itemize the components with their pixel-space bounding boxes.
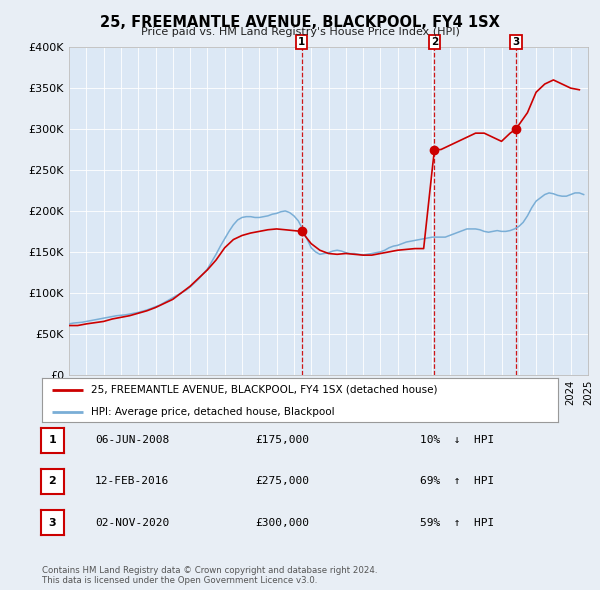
Text: 25, FREEMANTLE AVENUE, BLACKPOOL, FY4 1SX: 25, FREEMANTLE AVENUE, BLACKPOOL, FY4 1S… [100, 15, 500, 30]
Text: 3: 3 [512, 37, 520, 47]
Text: 2: 2 [49, 477, 56, 486]
Text: £175,000: £175,000 [255, 435, 309, 445]
Text: 1: 1 [49, 435, 56, 445]
Text: 2: 2 [431, 37, 438, 47]
Text: 3: 3 [49, 518, 56, 527]
Text: £300,000: £300,000 [255, 518, 309, 527]
Text: 59%  ↑  HPI: 59% ↑ HPI [420, 518, 494, 527]
Text: 06-JUN-2008: 06-JUN-2008 [95, 435, 169, 445]
Text: 1: 1 [298, 37, 305, 47]
Text: 12-FEB-2016: 12-FEB-2016 [95, 477, 169, 486]
Text: £275,000: £275,000 [255, 477, 309, 486]
Text: HPI: Average price, detached house, Blackpool: HPI: Average price, detached house, Blac… [91, 407, 335, 417]
Text: Price paid vs. HM Land Registry's House Price Index (HPI): Price paid vs. HM Land Registry's House … [140, 27, 460, 37]
Text: 02-NOV-2020: 02-NOV-2020 [95, 518, 169, 527]
Text: 10%  ↓  HPI: 10% ↓ HPI [420, 435, 494, 445]
Text: Contains HM Land Registry data © Crown copyright and database right 2024.
This d: Contains HM Land Registry data © Crown c… [42, 566, 377, 585]
Text: 69%  ↑  HPI: 69% ↑ HPI [420, 477, 494, 486]
Text: 25, FREEMANTLE AVENUE, BLACKPOOL, FY4 1SX (detached house): 25, FREEMANTLE AVENUE, BLACKPOOL, FY4 1S… [91, 385, 437, 395]
